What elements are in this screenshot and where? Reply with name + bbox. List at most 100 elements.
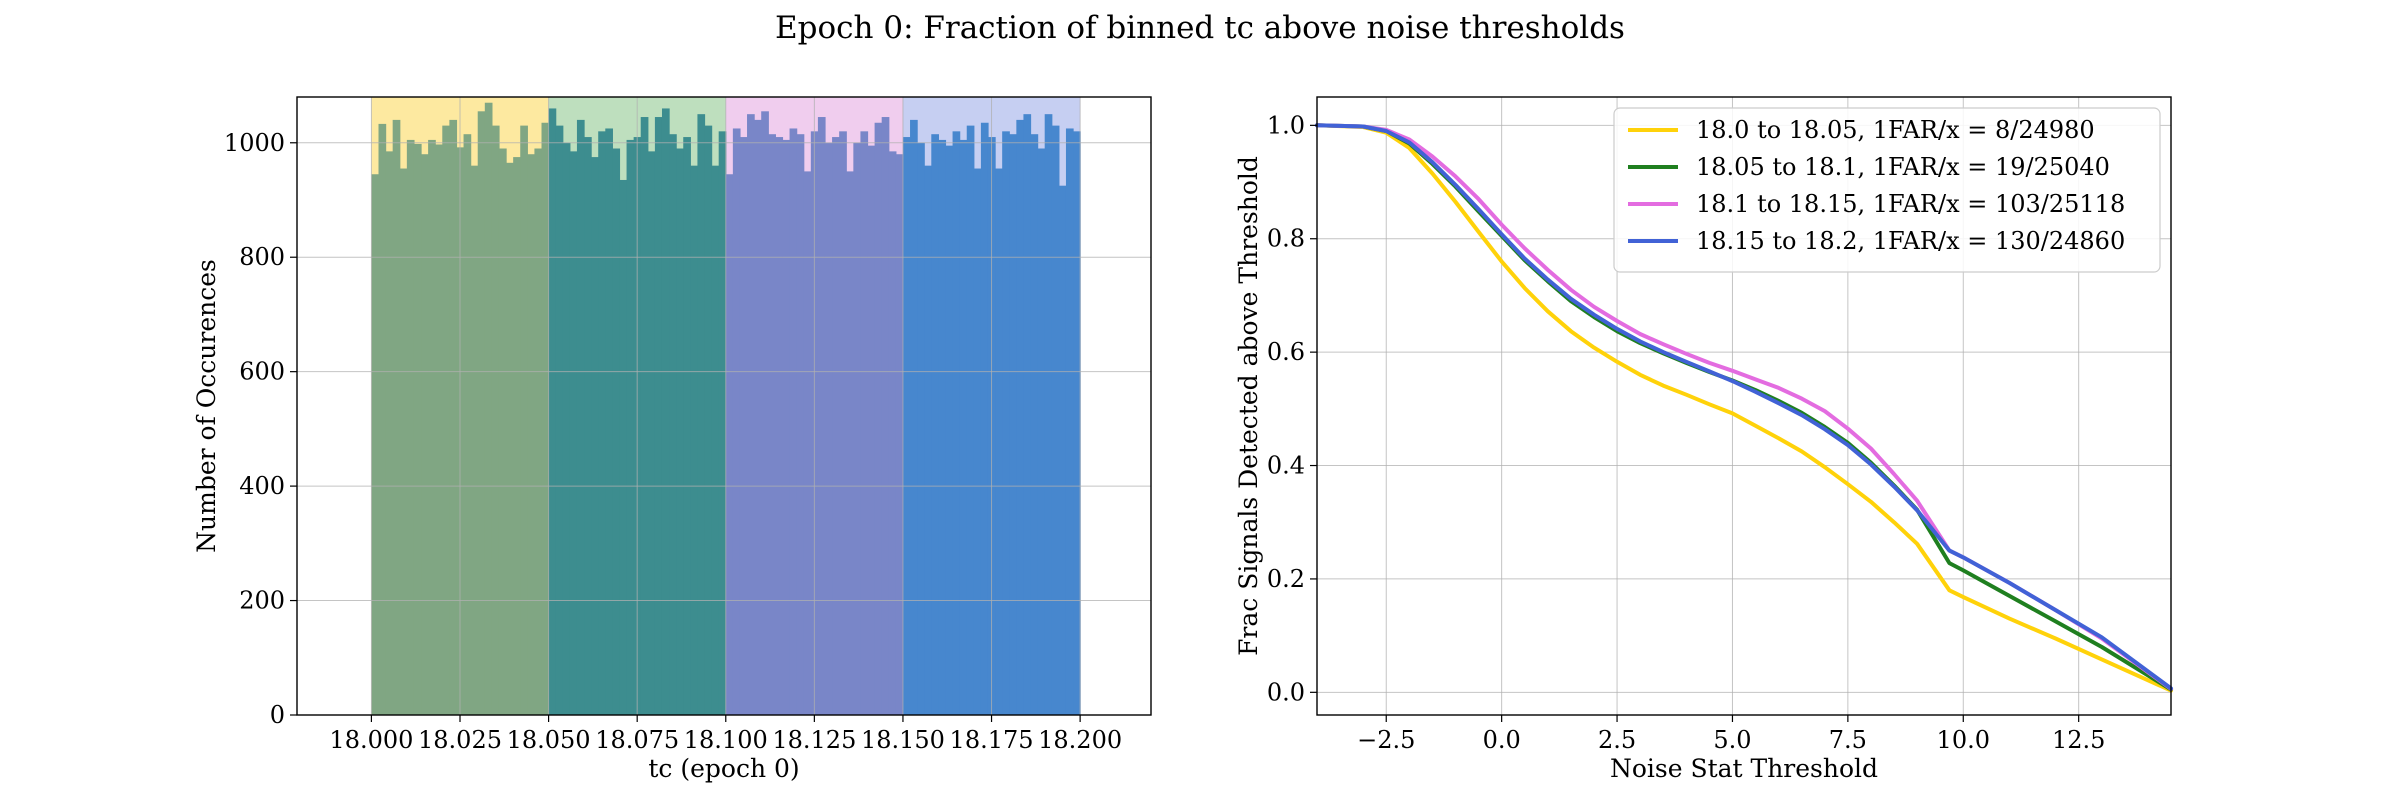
line-y-tick-label: 0.6 bbox=[1267, 338, 1305, 366]
histogram-y-tick-label: 1000 bbox=[224, 129, 285, 157]
histogram-bar bbox=[824, 142, 833, 715]
histogram-bar bbox=[1009, 134, 1017, 715]
histogram-bar bbox=[640, 117, 649, 716]
histogram-bar bbox=[1051, 125, 1060, 716]
histogram-y-tick-label: 400 bbox=[239, 472, 285, 500]
histogram-bar bbox=[739, 137, 748, 716]
line-x-tick-label: 12.5 bbox=[2052, 726, 2105, 754]
histogram-bar bbox=[725, 174, 734, 715]
histogram-bar bbox=[910, 119, 918, 715]
histogram-bar bbox=[378, 123, 387, 715]
histogram-x-tick-label: 18.025 bbox=[418, 726, 502, 754]
histogram-bar bbox=[768, 134, 776, 715]
figure-title: Epoch 0: Fraction of binned tc above noi… bbox=[775, 10, 1625, 46]
line-x-tick-label: 10.0 bbox=[1937, 726, 1990, 754]
histogram-bar bbox=[917, 142, 925, 715]
histogram-bar bbox=[442, 125, 450, 716]
histogram-bar bbox=[817, 117, 826, 716]
histogram-x-tick-label: 18.125 bbox=[772, 726, 856, 754]
histogram-y-tick-label: 0 bbox=[270, 701, 285, 729]
histogram-bar bbox=[598, 131, 606, 716]
histogram-y-ticks: 0 200 400 600 800 1000 bbox=[224, 129, 297, 729]
line-series-4 bbox=[1315, 123, 2173, 691]
line-x-tick-label: 2.5 bbox=[1598, 726, 1636, 754]
histogram-grid bbox=[297, 97, 1151, 716]
histogram-bar bbox=[484, 102, 493, 715]
histogram-x-tick-label: 18.075 bbox=[595, 726, 679, 754]
histogram-bar bbox=[562, 142, 571, 715]
histogram-bar bbox=[626, 139, 635, 715]
histogram-bar bbox=[647, 151, 656, 716]
line-series-1 bbox=[1315, 123, 2173, 693]
histogram-bar bbox=[775, 137, 784, 716]
legend-label-1: 18.0 to 18.05, 1FAR/x = 8/24980 bbox=[1696, 116, 2095, 144]
histogram-x-axis-label: tc (epoch 0) bbox=[648, 754, 799, 783]
histogram-bar bbox=[867, 145, 876, 715]
line-x-axis-label: Noise Stat Threshold bbox=[1610, 754, 1878, 783]
histogram-bar bbox=[846, 171, 854, 715]
histogram-bar bbox=[874, 122, 883, 715]
line-x-tick-label: 7.5 bbox=[1829, 726, 1867, 754]
histogram-x-tick-label: 18.200 bbox=[1038, 726, 1122, 754]
histogram-bar bbox=[661, 108, 670, 715]
histogram-bar bbox=[718, 131, 727, 716]
histogram-bar bbox=[576, 119, 585, 715]
histogram-bar bbox=[584, 137, 592, 716]
histogram-bar bbox=[902, 137, 911, 716]
histogram-x-tick-label: 18.175 bbox=[950, 726, 1034, 754]
histogram-bar bbox=[555, 125, 564, 716]
histogram-bar bbox=[605, 128, 613, 715]
histogram-bar bbox=[995, 168, 1003, 715]
histogram-bar bbox=[796, 134, 805, 715]
histogram-bars bbox=[371, 102, 1081, 716]
histogram-bar bbox=[704, 125, 713, 716]
line-legend: 18.0 to 18.05, 1FAR/x = 8/24980 18.05 to … bbox=[1613, 107, 2161, 273]
histogram-bar bbox=[1016, 119, 1025, 715]
histogram-bar bbox=[1002, 131, 1010, 716]
histogram-bar bbox=[619, 179, 628, 715]
histogram-bar bbox=[697, 114, 706, 715]
histogram-bar bbox=[421, 154, 429, 715]
histogram-bar bbox=[945, 145, 954, 715]
histogram-bar bbox=[676, 148, 684, 715]
histogram-bar bbox=[506, 162, 514, 716]
histogram-bar bbox=[853, 142, 862, 715]
histogram-bar bbox=[513, 157, 521, 716]
line-x-tick-label: −2.5 bbox=[1357, 726, 1415, 754]
histogram-bar bbox=[470, 165, 479, 715]
histogram-y-axis-label: Number of Occurences bbox=[192, 259, 221, 553]
histogram-bar bbox=[428, 139, 436, 715]
line-series-group bbox=[1315, 123, 2173, 693]
histogram-bar bbox=[1058, 185, 1067, 715]
histogram-bar bbox=[463, 134, 472, 715]
histogram-bar bbox=[413, 143, 422, 715]
histogram-y-tick-label: 800 bbox=[239, 243, 285, 271]
histogram-bar bbox=[371, 174, 380, 715]
histogram-bar bbox=[754, 119, 762, 715]
histogram-bar bbox=[839, 131, 847, 716]
legend-label-2: 18.05 to 18.1, 1FAR/x = 19/25040 bbox=[1696, 153, 2110, 181]
histogram-bar bbox=[747, 114, 755, 715]
line-panel: −2.5 0.0 2.5 5.0 7.5 10.0 12.5 0.0 0.2 0.4 0.6 0.8… bbox=[1234, 96, 2173, 783]
histogram-bar bbox=[789, 128, 798, 715]
histogram-bar bbox=[612, 148, 621, 715]
histogram-bar bbox=[952, 131, 961, 716]
histogram-y-tick-label: 200 bbox=[239, 587, 285, 615]
legend-box bbox=[1613, 107, 2161, 273]
line-axes-frame bbox=[1316, 96, 2172, 716]
histogram-bar bbox=[732, 128, 741, 715]
histogram-bar bbox=[541, 122, 550, 715]
histogram-bar bbox=[548, 108, 557, 715]
line-y-axis-label: Frac Signals Detected above Threshold bbox=[1234, 156, 1263, 656]
histogram-bar bbox=[406, 139, 415, 715]
histogram-bar bbox=[895, 154, 904, 715]
histogram-bar bbox=[881, 117, 890, 716]
histogram-bar bbox=[669, 134, 677, 715]
histogram-x-ticks: 18.000 18.025 18.050 18.075 18.100 18.125 18.1… bbox=[329, 715, 1122, 754]
histogram-bar bbox=[980, 122, 989, 715]
histogram-bar bbox=[690, 165, 699, 715]
histogram-bar bbox=[1073, 131, 1081, 716]
histogram-bar bbox=[435, 144, 443, 715]
line-y-tick-label: 0.4 bbox=[1267, 452, 1305, 480]
